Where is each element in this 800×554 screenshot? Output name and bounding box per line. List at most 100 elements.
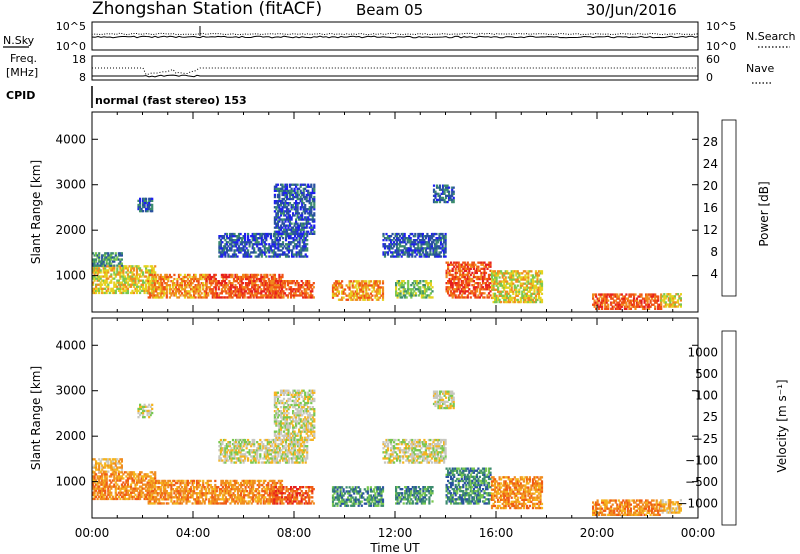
data-cell	[423, 290, 426, 293]
data-cell	[104, 487, 107, 490]
data-cell	[275, 206, 278, 209]
data-cell	[93, 254, 96, 257]
data-cell	[610, 297, 613, 300]
data-cell	[486, 263, 489, 266]
data-cell	[129, 477, 133, 480]
data-cell	[489, 269, 492, 272]
data-cell	[518, 300, 521, 304]
data-cell	[104, 481, 107, 484]
data-cell	[311, 216, 314, 219]
data-cell	[438, 196, 442, 200]
data-cell	[242, 253, 245, 256]
data-cell	[457, 261, 460, 264]
data-cell	[110, 267, 113, 270]
data-cell	[199, 296, 202, 299]
data-cell	[108, 264, 111, 267]
data-cell	[183, 275, 187, 279]
data-cell	[430, 253, 434, 256]
data-cell	[309, 294, 312, 297]
data-cell	[528, 298, 531, 302]
data-cell	[495, 298, 498, 302]
data-cell	[224, 239, 227, 242]
data-cell	[311, 290, 314, 293]
data-cell	[296, 197, 299, 201]
data-cell	[300, 255, 303, 258]
data-cell	[463, 288, 466, 291]
data-cell	[217, 286, 220, 289]
data-cell	[297, 241, 300, 244]
data-cell	[649, 299, 652, 302]
data-cell	[174, 288, 177, 291]
data-cell	[466, 265, 469, 268]
data-cell	[626, 305, 629, 308]
data-cell	[105, 477, 108, 480]
data-cell	[190, 488, 193, 491]
data-cell	[282, 294, 285, 297]
data-cell	[248, 239, 251, 242]
data-cell	[536, 278, 539, 281]
data-cell	[254, 241, 257, 244]
data-cell	[288, 197, 292, 201]
data-cell	[179, 502, 182, 505]
data-cell	[150, 273, 153, 277]
data-cell	[101, 262, 104, 265]
data-cell	[513, 284, 516, 287]
data-cell	[116, 279, 119, 282]
data-cell	[298, 216, 301, 219]
data-cell	[410, 292, 413, 295]
data-cell	[484, 288, 488, 291]
data-cell	[530, 278, 533, 281]
data-cell	[219, 251, 222, 254]
data-cell	[212, 496, 215, 499]
data-cell	[183, 492, 187, 495]
data-cell	[308, 282, 311, 285]
data-cell	[104, 281, 107, 284]
data-cell	[125, 481, 128, 484]
data-cell	[445, 200, 448, 204]
data-cell	[261, 296, 264, 299]
data-cell	[269, 294, 272, 297]
data-cell	[507, 282, 510, 285]
data-cell	[292, 253, 295, 256]
data-cell	[147, 500, 150, 503]
data-cell	[214, 294, 217, 297]
data-cell	[359, 298, 362, 301]
data-cell	[111, 468, 114, 471]
data-cell	[284, 228, 287, 231]
data-cell	[478, 296, 481, 299]
data-cell	[290, 296, 293, 299]
data-cell	[120, 458, 123, 461]
data-cell	[280, 249, 283, 252]
data-cell	[311, 284, 314, 287]
data-cell	[274, 239, 277, 242]
data-cell	[210, 292, 213, 295]
data-cell	[296, 282, 299, 285]
data-cell	[131, 281, 134, 284]
data-cell	[646, 307, 649, 310]
data-cell	[146, 481, 149, 484]
data-cell	[302, 191, 305, 195]
data-cell	[601, 293, 604, 296]
data-cell	[408, 237, 411, 240]
data-cell	[354, 292, 357, 295]
data-cell	[231, 245, 235, 248]
data-cell	[220, 273, 223, 277]
data-cell	[150, 481, 153, 485]
data-cell	[274, 280, 277, 283]
data-cell	[229, 273, 233, 277]
data-cell	[260, 275, 263, 279]
data-cell	[161, 286, 164, 289]
data-cell	[272, 275, 275, 279]
data-cell	[466, 286, 469, 289]
data-cell	[180, 481, 184, 485]
data-cell	[113, 477, 116, 480]
data-cell	[200, 490, 203, 493]
data-cell	[152, 496, 155, 499]
data-cell	[408, 239, 411, 242]
data-cell	[164, 481, 167, 485]
data-cell	[287, 204, 290, 207]
data-cell	[92, 470, 95, 473]
data-cell	[507, 286, 510, 289]
data-cell	[120, 495, 123, 498]
data-cell	[469, 265, 472, 268]
